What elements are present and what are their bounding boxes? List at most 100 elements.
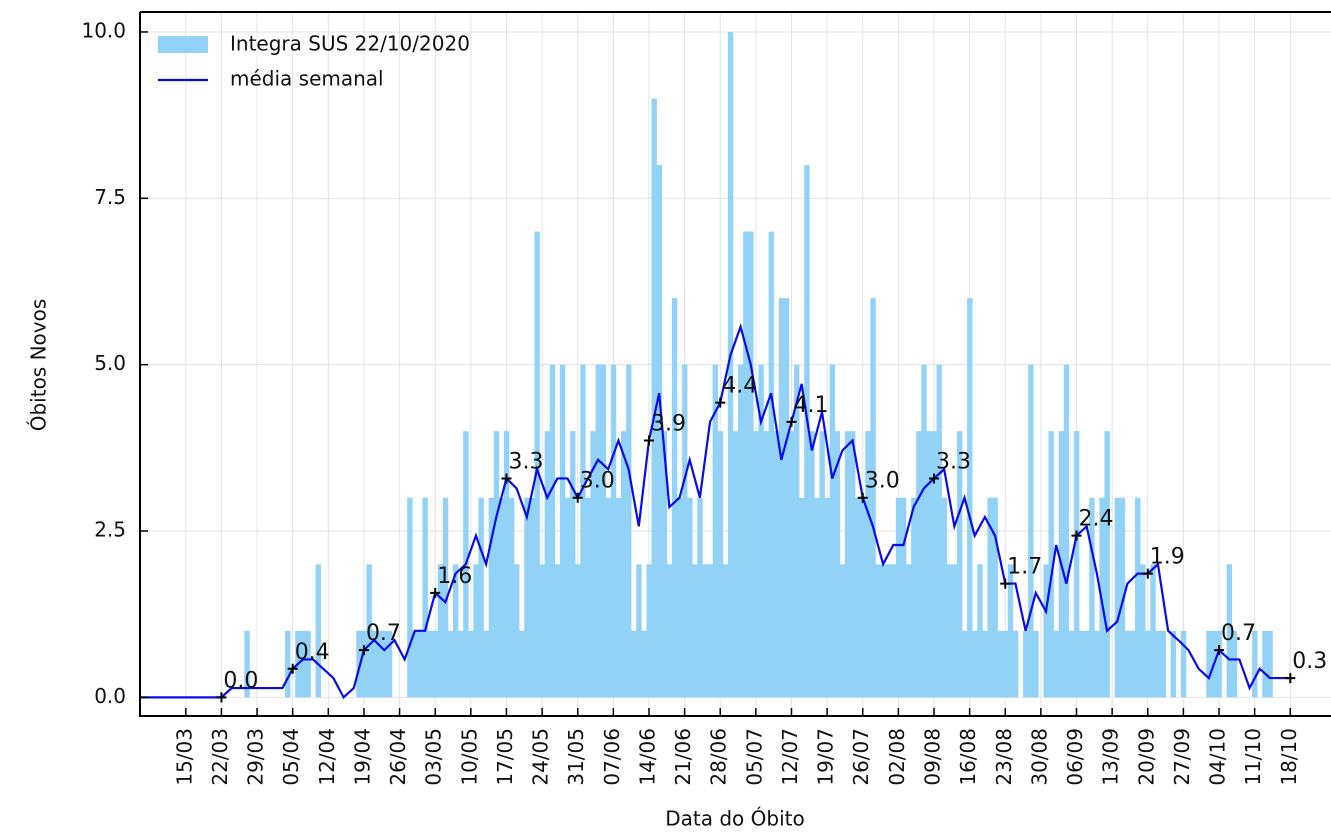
bar [865, 431, 871, 698]
annotation-marker [1071, 530, 1082, 541]
annotation-label: 0.7 [1221, 621, 1256, 646]
x-tick-label: 13/09 [1099, 728, 1123, 786]
y-tick-label: 5.0 [94, 351, 126, 375]
bar [539, 564, 545, 698]
bar [819, 431, 825, 698]
bar [946, 564, 953, 698]
bar [554, 564, 561, 698]
annotation-label: 0.4 [295, 640, 330, 665]
annotation-label: 0.3 [1292, 649, 1327, 674]
bar [605, 497, 612, 698]
annotation-label: 3.9 [651, 412, 686, 437]
bar [936, 364, 942, 698]
bar [361, 630, 367, 698]
annotation-label: 1.7 [1007, 555, 1042, 580]
bar [916, 431, 922, 698]
bar [941, 497, 948, 698]
x-tick-label: 15/03 [172, 728, 196, 786]
annotation-marker [929, 473, 939, 484]
bar [900, 497, 907, 698]
x-tick-label: 31/05 [564, 728, 588, 786]
x-tick-label: 05/07 [742, 728, 766, 786]
bar [595, 364, 601, 698]
bar [590, 431, 596, 698]
bar [1007, 564, 1014, 698]
bar [931, 431, 937, 698]
bar [921, 364, 927, 698]
bar [666, 564, 673, 698]
x-tick-label: 12/04 [315, 728, 339, 786]
bar [422, 497, 428, 698]
bar [982, 630, 988, 698]
bar [860, 497, 866, 698]
bar [1023, 630, 1029, 698]
bar [503, 431, 510, 698]
bar [478, 497, 484, 698]
annotation-label: 3.0 [580, 469, 615, 494]
bar [834, 431, 841, 698]
bar [285, 630, 291, 698]
bar [850, 431, 856, 698]
x-tick-label: 26/04 [386, 728, 410, 786]
x-tick-label: 14/06 [635, 728, 659, 786]
bar [997, 630, 1004, 698]
bar [356, 630, 362, 698]
line-series [140, 323, 1291, 700]
bar [417, 630, 423, 698]
bar [315, 564, 321, 698]
annotation-label: 0.7 [366, 621, 401, 646]
bar [1094, 630, 1100, 698]
x-tick-label: 16/08 [956, 728, 980, 786]
annotation-marker [715, 397, 726, 408]
annotation-label: 3.3 [936, 449, 971, 474]
bar [1140, 564, 1146, 698]
bar [1226, 564, 1233, 698]
bar [1043, 564, 1049, 698]
x-tick-label: 12/07 [778, 728, 802, 786]
bar [473, 564, 479, 698]
bar [1231, 630, 1238, 698]
bar [682, 364, 688, 698]
bar [636, 564, 642, 698]
bar [824, 497, 830, 698]
bar [493, 431, 500, 698]
x-tick-label: 17/05 [493, 728, 517, 786]
annotation-marker [643, 435, 654, 446]
bar [544, 431, 551, 698]
bar [926, 431, 932, 698]
bar [895, 497, 902, 698]
bar [870, 298, 876, 698]
bar [1104, 431, 1110, 698]
bar [580, 364, 586, 698]
bar [707, 564, 713, 698]
x-tick-label: 02/08 [885, 728, 909, 786]
x-tick-label: 27/09 [1170, 728, 1194, 786]
bar [600, 364, 607, 698]
x-tick-label: 05/04 [279, 728, 303, 786]
legend-label: Integra SUS 22/10/2020 [230, 32, 470, 56]
bar [768, 231, 774, 698]
bar [839, 564, 846, 698]
bar [1033, 630, 1039, 698]
bar [1180, 630, 1187, 698]
y-axis-label: Óbitos Novos [27, 299, 51, 432]
x-tick-label: 06/09 [1063, 728, 1087, 786]
bar [631, 630, 637, 698]
annotation-marker [358, 645, 369, 656]
bar [956, 431, 963, 698]
bar [519, 630, 525, 698]
annotation-marker [857, 492, 868, 503]
x-axis-label: Data do Óbito [665, 807, 804, 831]
bar [610, 364, 617, 698]
x-tick-label: 19/07 [814, 728, 838, 786]
y-tick-label: 0.0 [94, 684, 126, 708]
x-tick-label: 22/03 [208, 728, 232, 786]
bar [412, 630, 418, 698]
bar [992, 497, 998, 698]
bar [804, 165, 810, 698]
bar [483, 630, 489, 698]
bar [1084, 630, 1090, 698]
bar [498, 497, 505, 698]
bar [1073, 431, 1080, 698]
bar [743, 231, 749, 698]
